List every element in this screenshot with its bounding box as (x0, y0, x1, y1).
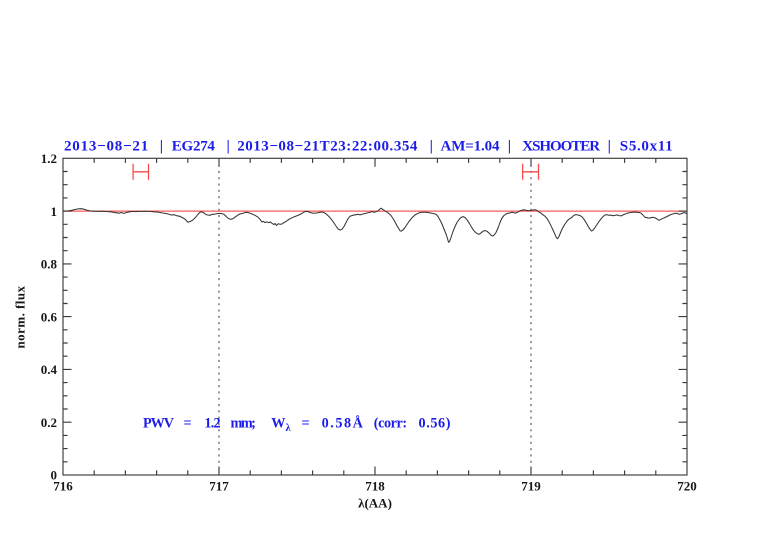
svg-text:norm. flux: norm. flux (13, 285, 28, 348)
svg-text:0.2: 0.2 (41, 415, 57, 430)
svg-text:720: 720 (677, 479, 697, 494)
svg-text:1: 1 (51, 204, 58, 219)
svg-text:0: 0 (51, 468, 58, 483)
svg-text:719: 719 (521, 479, 541, 494)
svg-text:716: 716 (53, 479, 73, 494)
svg-text:717: 717 (209, 479, 229, 494)
svg-text:PWV=1.2mm;Wλ=0.58Å(corr:0.56): PWV = 1.2 mm; Wλ = 0.58Å (corr: 0.56) (143, 416, 451, 435)
svg-text:2013−08−21|EG274|2013−08−21T23: 2013−08−21 | EG274 | 2013−08−21T23:22:00.354… (64, 139, 673, 155)
svg-text:0.8: 0.8 (41, 257, 58, 272)
svg-text:0.4: 0.4 (41, 362, 58, 377)
svg-text:λ(AA): λ(AA) (358, 495, 392, 510)
svg-text:718: 718 (365, 479, 385, 494)
svg-text:0.6: 0.6 (41, 309, 58, 324)
svg-text:1.2: 1.2 (41, 151, 57, 166)
